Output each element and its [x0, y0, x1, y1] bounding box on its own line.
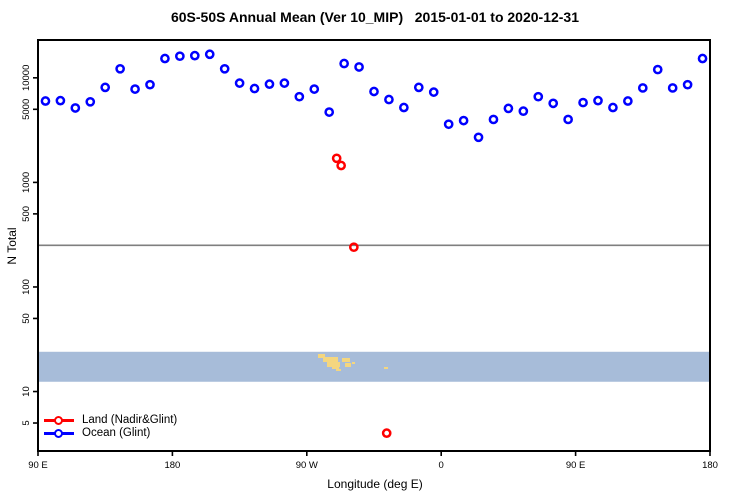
land-map-mark: [345, 363, 351, 367]
ocean-data-point: [593, 95, 603, 106]
land-map-mark: [342, 358, 350, 362]
land-map-mark: [336, 369, 341, 371]
ocean-data-point: [563, 114, 573, 125]
ocean-data-point: [264, 79, 275, 90]
land-data-point: [336, 160, 346, 171]
ocean-data-point: [160, 53, 170, 64]
y-tick-label: 500: [21, 206, 32, 222]
ocean-data-point: [100, 82, 111, 93]
ocean-data-point: [189, 50, 200, 61]
ocean-data-point: [55, 95, 66, 106]
ocean-data-point: [384, 94, 394, 105]
ocean-data-point: [682, 79, 693, 90]
ocean-data-point: [354, 62, 364, 72]
y-tick-label: 5000: [21, 99, 32, 120]
land-data-point: [348, 242, 359, 253]
ocean-line-marker-icon: [44, 427, 74, 440]
plot-border: [37, 39, 711, 452]
land-line-marker-icon: [44, 414, 74, 427]
ocean-data-point: [667, 83, 678, 93]
ocean-data-point: [204, 49, 215, 60]
ocean-data-point: [503, 103, 514, 114]
y-axis-title: N Total: [5, 227, 19, 265]
ocean-data-point: [458, 115, 469, 126]
ocean-data-point: [399, 102, 409, 113]
ocean-data-point: [219, 63, 230, 74]
land-map-mark: [323, 357, 338, 362]
ocean-data-point: [548, 98, 559, 109]
ocean-data-point: [518, 106, 529, 117]
ocean-data-point: [115, 63, 125, 74]
y-tick-label: 5: [21, 420, 32, 425]
legend-item-land: Land (Nadir&Glint): [44, 414, 177, 427]
ocean-map-band: [38, 351, 710, 382]
ocean-data-point: [279, 78, 290, 88]
x-tick-label: 180: [164, 460, 180, 471]
x-tick-label: 90 E: [566, 460, 586, 471]
land-map-mark: [352, 362, 355, 364]
x-tick-label: 90 W: [296, 460, 318, 471]
ocean-data-point: [294, 91, 305, 102]
ocean-data-point: [443, 119, 454, 130]
land-map-mark: [318, 354, 325, 358]
land-map-mark: [384, 367, 388, 369]
ocean-data-point: [339, 58, 349, 69]
ocean-data-point: [578, 97, 588, 108]
ocean-data-point: [130, 84, 140, 94]
ocean-data-point: [85, 96, 96, 107]
ocean-data-point: [428, 87, 439, 97]
ocean-data-point: [324, 107, 335, 117]
land-data-point: [381, 428, 392, 439]
land-map-mark: [332, 366, 339, 369]
ocean-data-point: [309, 84, 320, 94]
ocean-data-point: [488, 114, 499, 125]
ocean-data-point: [145, 79, 155, 90]
ocean-data-point: [652, 64, 663, 75]
ocean-data-point: [369, 86, 379, 97]
ocean-data-point: [70, 103, 81, 113]
ocean-data-point: [234, 78, 245, 88]
ocean-data-point: [175, 51, 185, 62]
legend-item-ocean: Ocean (Glint): [44, 427, 177, 440]
x-tick-label: 180: [702, 460, 718, 471]
y-tick-label: 10000: [21, 65, 32, 91]
y-tick-label: 10: [21, 386, 32, 397]
land-data-point: [331, 153, 342, 164]
ocean-data-point: [40, 96, 51, 106]
ocean-data-point: [608, 102, 618, 113]
ocean-data-point: [473, 132, 484, 143]
x-tick-label: 0: [439, 460, 444, 471]
ocean-data-point: [637, 83, 648, 93]
legend: Land (Nadir&Glint) Ocean (Glint): [44, 414, 177, 440]
ocean-data-point: [413, 82, 424, 93]
legend-label-ocean: Ocean (Glint): [82, 427, 151, 439]
y-tick-label: 100: [21, 279, 32, 295]
ocean-data-point: [249, 83, 260, 94]
x-tick-label: 90 E: [28, 460, 48, 471]
land-map-mark: [327, 362, 340, 367]
ocean-data-point: [697, 53, 708, 64]
ocean-data-point: [533, 91, 544, 102]
x-axis-title: Longitude (deg E): [327, 477, 423, 491]
chart-title: 60S-50S Annual Mean (Ver 10_MIP) 2015-01…: [170, 9, 579, 25]
y-tick-label: 1000: [21, 172, 32, 193]
legend-label-land: Land (Nadir&Glint): [82, 414, 178, 426]
ocean-data-point: [623, 96, 633, 106]
y-tick-label: 50: [21, 313, 32, 324]
